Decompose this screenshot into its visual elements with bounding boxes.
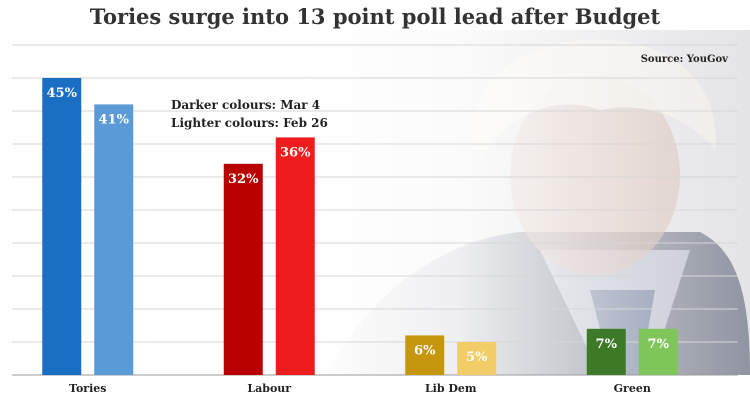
category-label: Green bbox=[614, 382, 651, 395]
bar-tories-0 bbox=[42, 78, 82, 375]
bar-lib-dem-1 bbox=[457, 342, 497, 375]
bar-value-label: 32% bbox=[228, 172, 259, 187]
category-label: Tories bbox=[69, 382, 106, 395]
bar-value-label: 7% bbox=[596, 337, 618, 352]
bar-value-label: 5% bbox=[466, 350, 488, 365]
legend-entry-light: Lighter colours: Feb 26 bbox=[171, 116, 328, 130]
category-label: Lib Dem bbox=[425, 382, 477, 395]
bar-value-label: 45% bbox=[47, 86, 78, 101]
bar-value-label: 41% bbox=[99, 112, 130, 127]
bar-value-label: 6% bbox=[414, 343, 436, 358]
legend-entry-dark: Darker colours: Mar 4 bbox=[171, 98, 321, 112]
chart-title: Tories surge into 13 point poll lead aft… bbox=[89, 4, 661, 29]
source-note: Source: YouGov bbox=[640, 54, 728, 65]
bar-green-0 bbox=[586, 328, 626, 375]
background-photo bbox=[300, 30, 750, 375]
bar-lib-dem-0 bbox=[405, 335, 445, 375]
bar-labour-1 bbox=[275, 137, 315, 375]
bar-labour-0 bbox=[223, 163, 263, 375]
bar-value-label: 36% bbox=[280, 145, 311, 160]
bar-green-1 bbox=[638, 328, 678, 375]
bar-value-label: 7% bbox=[648, 337, 670, 352]
legend: Darker colours: Mar 4 Lighter colours: F… bbox=[171, 96, 328, 132]
category-label: Labour bbox=[247, 382, 291, 395]
bar-tories-1 bbox=[94, 104, 134, 376]
